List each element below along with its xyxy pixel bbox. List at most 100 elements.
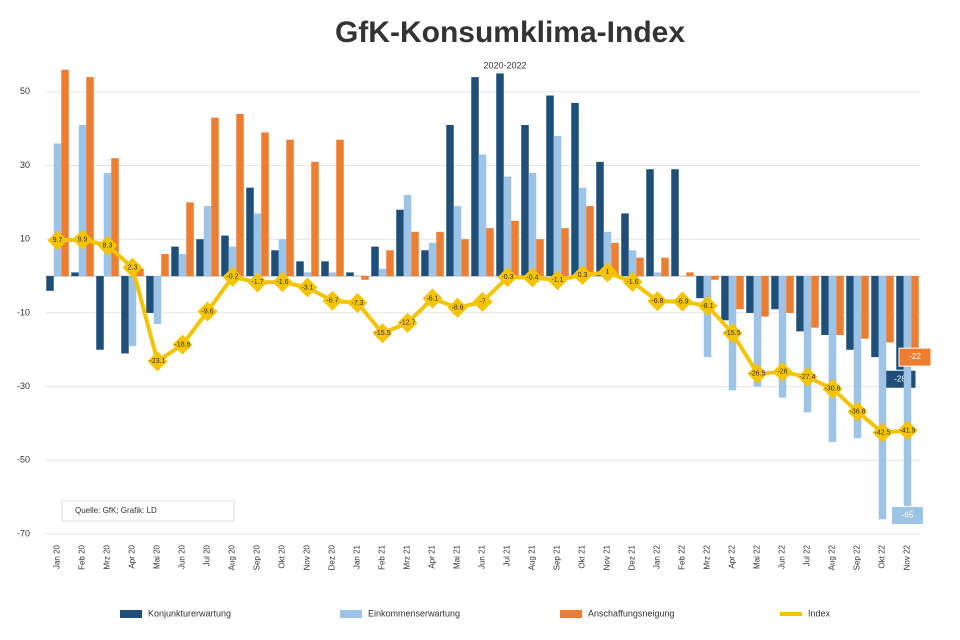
bar xyxy=(236,113,244,277)
bar xyxy=(371,246,379,277)
bar xyxy=(321,261,329,277)
x-tick-label: Jun 21 xyxy=(478,544,487,569)
value-label: -1.6 xyxy=(276,279,288,286)
bar xyxy=(153,276,162,324)
index-marker xyxy=(372,323,393,344)
x-tick-label: Jul 21 xyxy=(503,544,512,566)
bar xyxy=(186,202,194,277)
source-note: Quelle: GfK; Grafik: LD xyxy=(75,506,157,515)
bar xyxy=(61,69,69,277)
value-label: -30.6 xyxy=(825,386,841,393)
bar xyxy=(296,261,304,277)
bar xyxy=(621,213,629,277)
index-marker xyxy=(397,312,418,333)
value-label: -1.7 xyxy=(251,279,263,286)
x-tick-label: Dez 21 xyxy=(628,544,637,570)
x-tick-label: Nov 22 xyxy=(903,544,912,570)
bar xyxy=(903,276,912,516)
bar xyxy=(553,136,562,277)
bar xyxy=(853,276,862,439)
index-marker xyxy=(547,270,568,291)
bar xyxy=(328,272,337,277)
chart-subtitle: 2020-2022 xyxy=(483,60,526,70)
index-marker xyxy=(572,264,593,285)
value-label: -15.5 xyxy=(375,330,391,337)
index-marker xyxy=(697,295,718,316)
value-label: -6.8 xyxy=(651,298,663,305)
x-tick-label: Jun 20 xyxy=(178,544,187,569)
index-marker xyxy=(472,291,493,312)
legend-label: Einkommenserwartung xyxy=(368,608,460,618)
chart-title: GfK-Konsumklima-Index xyxy=(335,16,685,49)
bar xyxy=(836,276,844,336)
bar xyxy=(71,272,79,277)
bar xyxy=(646,169,654,277)
y-tick-label: 50 xyxy=(20,86,30,96)
bar xyxy=(803,276,812,413)
bar xyxy=(536,239,544,277)
bar xyxy=(636,257,644,277)
bar xyxy=(671,169,679,277)
bar xyxy=(46,276,54,291)
bar xyxy=(453,206,462,277)
value-label: -0.3 xyxy=(501,274,513,281)
value-label: 8.3 xyxy=(103,242,113,249)
x-tick-label: Mai 22 xyxy=(753,544,762,569)
bar xyxy=(628,250,637,277)
bar xyxy=(146,276,154,313)
value-label: -8.6 xyxy=(451,305,463,312)
bar xyxy=(886,276,894,343)
bar xyxy=(311,161,319,277)
x-tick-label: Apr 22 xyxy=(728,544,737,568)
x-tick-label: Jul 22 xyxy=(803,544,812,566)
bar xyxy=(121,276,129,354)
bar xyxy=(771,276,779,310)
x-tick-label: Aug 21 xyxy=(528,544,537,570)
index-marker xyxy=(122,257,143,278)
bar xyxy=(761,276,769,317)
source-box xyxy=(61,500,235,522)
index-marker xyxy=(497,267,518,288)
x-tick-label: Feb 22 xyxy=(678,544,687,569)
bar xyxy=(736,276,744,310)
index-marker xyxy=(847,401,868,422)
value-label: 1 xyxy=(606,269,610,276)
x-tick-label: Mrz 21 xyxy=(403,544,412,569)
bar xyxy=(346,272,354,277)
x-tick-label: Nov 21 xyxy=(603,544,612,570)
bar xyxy=(496,73,504,277)
value-label-box xyxy=(898,347,932,367)
value-label: -7 xyxy=(479,299,485,306)
y-tick-label: -30 xyxy=(17,381,30,391)
index-marker xyxy=(297,277,318,298)
value-label: -28 xyxy=(894,374,906,383)
bar xyxy=(246,187,254,277)
value-label: -15.5 xyxy=(725,330,741,337)
legend-label: Konjunkturerwartung xyxy=(148,608,231,618)
bar xyxy=(486,228,494,277)
x-tick-label: Sep 22 xyxy=(853,544,862,570)
x-tick-label: Okt 20 xyxy=(278,544,287,568)
x-tick-label: Feb 20 xyxy=(78,544,87,569)
index-marker xyxy=(322,290,343,311)
bar xyxy=(896,276,904,380)
bar xyxy=(778,276,787,398)
bar xyxy=(611,242,619,277)
index-marker xyxy=(172,334,193,355)
bar xyxy=(828,276,837,442)
bar xyxy=(821,276,829,336)
bar xyxy=(471,77,479,277)
bar xyxy=(753,276,762,387)
bar xyxy=(786,276,794,313)
x-tick-label: Okt 21 xyxy=(578,544,587,568)
bar xyxy=(128,276,137,347)
value-label: -9.6 xyxy=(201,308,213,315)
index-marker xyxy=(747,363,768,384)
index-marker xyxy=(597,262,618,283)
bar xyxy=(253,213,262,277)
index-marker xyxy=(197,301,218,322)
x-tick-label: Mai 21 xyxy=(453,544,462,569)
bar xyxy=(446,125,454,277)
bar xyxy=(211,117,219,277)
